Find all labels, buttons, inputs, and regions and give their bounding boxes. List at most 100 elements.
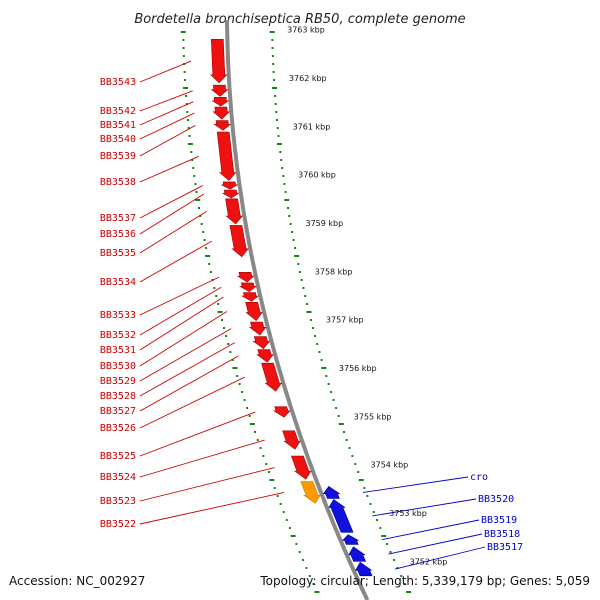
gene-arrow-bb3526[interactable]: [261, 362, 282, 392]
gene-arrow-bb3531[interactable]: [241, 292, 260, 302]
gene-label-bb3531[interactable]: BB3531: [100, 345, 136, 356]
gene-label-bb3540[interactable]: BB3540: [100, 134, 136, 145]
gene-arrow-bb3527[interactable]: [256, 349, 274, 363]
gene-arrow-bb3537[interactable]: [221, 181, 239, 190]
tick-mark: [188, 135, 191, 137]
tick-mark: [241, 391, 244, 393]
gene-label-bb3535[interactable]: BB3535: [100, 248, 136, 259]
tick-mark: [269, 31, 275, 33]
tick-mark: [332, 399, 335, 401]
label-leader: [139, 286, 222, 336]
gene-arrow-bb3522[interactable]: [300, 481, 321, 504]
tick-mark: [256, 439, 259, 441]
tick-mark: [195, 191, 198, 193]
label-leader: [139, 124, 196, 157]
gene-arrow-bb3519[interactable]: [341, 534, 359, 545]
reverse-gene-labels: cro BB3520 BB3519 BB3518 BB3517: [362, 472, 523, 570]
gene-label-bb3527[interactable]: BB3527: [100, 406, 136, 417]
gene-arrow-bb3536[interactable]: [222, 189, 240, 199]
gene-arrow-bb3539[interactable]: [213, 120, 232, 131]
gene-label-bb3522[interactable]: BB3522: [100, 519, 136, 530]
gene-label-bb3528[interactable]: BB3528: [100, 391, 136, 402]
gene-label-bb3523[interactable]: BB3523: [100, 496, 136, 507]
tick-mark: [202, 231, 205, 233]
kbp-ruler: 3763 kbp 3762 kbp 3761 kbp 3760 kbp 3759 kbp…: [287, 26, 447, 567]
tick-mark: [276, 495, 279, 497]
gene-arrow-bb3524[interactable]: [282, 430, 301, 450]
gene-arrow-bb3542[interactable]: [210, 84, 229, 97]
gene-arrow-cro[interactable]: [322, 485, 341, 499]
tick-mark: [314, 591, 320, 593]
tick-mark: [285, 519, 288, 521]
gene-arrow-bb3541[interactable]: [211, 97, 230, 107]
tick-mark: [321, 367, 327, 369]
label-leader: [139, 376, 245, 429]
gene-label-bb3524[interactable]: BB3524: [100, 472, 136, 483]
gene-label-bb3533[interactable]: BB3533: [100, 310, 136, 321]
tick-mark: [276, 143, 282, 145]
gene-arrow-bb3518[interactable]: [348, 546, 367, 562]
label-leader: [139, 439, 265, 478]
label-leader: [139, 112, 195, 140]
gene-arrow-bb3520[interactable]: [328, 499, 354, 533]
gene-arrow-bb3517[interactable]: [355, 561, 373, 577]
tick-mark: [305, 567, 308, 569]
gene-label-bb3542[interactable]: BB3542: [100, 106, 136, 117]
gene-arrow-bb3525[interactable]: [272, 406, 291, 418]
tick-mark: [248, 415, 251, 417]
tick-mark: [348, 447, 351, 449]
gene-label-bb3518[interactable]: BB3518: [484, 529, 520, 540]
tick-mark: [376, 519, 378, 521]
gene-label-bb3537[interactable]: BB3537: [100, 213, 136, 224]
gene-label-bb3541[interactable]: BB3541: [100, 120, 136, 131]
gene-arrow-bb3540[interactable]: [212, 106, 231, 120]
gene-label-bb3538[interactable]: BB3538: [100, 177, 136, 188]
gene-arrow-bb3528[interactable]: [252, 336, 271, 350]
tick-mark: [268, 471, 271, 473]
tick-mark: [194, 183, 197, 185]
label-leader: [139, 492, 285, 525]
gene-label-bb3534[interactable]: BB3534: [100, 277, 136, 288]
gene-label-bb3520[interactable]: BB3520: [478, 494, 514, 505]
tick-mark: [272, 71, 275, 73]
gene-arrow-bb3523[interactable]: [290, 455, 312, 480]
tick-mark: [221, 319, 223, 321]
tick-mark: [330, 391, 333, 393]
gene-arrow-bb3538[interactable]: [216, 131, 237, 181]
label-leader: [139, 211, 207, 254]
label-leader: [139, 355, 239, 412]
tick-mark: [269, 479, 275, 481]
gene-label-bb3532[interactable]: BB3532: [100, 330, 136, 341]
gene-label-bb3525[interactable]: BB3525: [100, 451, 136, 462]
gene-label-bb3539[interactable]: BB3539: [100, 151, 136, 162]
gene-arrow-bb3535[interactable]: [225, 198, 243, 225]
gene-label-bb3530[interactable]: BB3530: [100, 361, 136, 372]
tick-mark: [406, 591, 412, 593]
gene-label-cro[interactable]: cro: [470, 472, 488, 483]
gene-label-bb3526[interactable]: BB3526: [100, 423, 136, 434]
gene-arrow-bb3532[interactable]: [238, 282, 257, 292]
tick-mark: [403, 583, 406, 585]
gene-arrow-bb3530[interactable]: [245, 301, 263, 322]
ruler-label: 3756 kbp: [339, 364, 377, 373]
gene-arrow-bb3533[interactable]: [236, 271, 255, 283]
gene-arrow-bb3543[interactable]: [210, 38, 228, 84]
reverse-strand-genes: [322, 485, 373, 577]
tick-mark: [318, 351, 321, 353]
label-leader: [394, 546, 486, 570]
gene-arrow-bb3534[interactable]: [229, 225, 249, 258]
genome-backbone: [225, 20, 370, 600]
gene-label-bb3529[interactable]: BB3529: [100, 376, 136, 387]
gene-label-bb3519[interactable]: BB3519: [481, 515, 517, 526]
tick-mark: [294, 255, 300, 257]
tick-mark: [274, 103, 277, 105]
tick-mark: [187, 127, 190, 129]
tick-mark: [389, 551, 392, 553]
gene-label-bb3517[interactable]: BB3517: [487, 542, 523, 553]
gene-arrow-bb3529[interactable]: [248, 321, 267, 336]
tick-mark: [295, 543, 298, 545]
gene-label-bb3543[interactable]: BB3543: [100, 77, 136, 88]
gene-label-bb3536[interactable]: BB3536: [100, 229, 136, 240]
tick-mark: [187, 143, 193, 145]
